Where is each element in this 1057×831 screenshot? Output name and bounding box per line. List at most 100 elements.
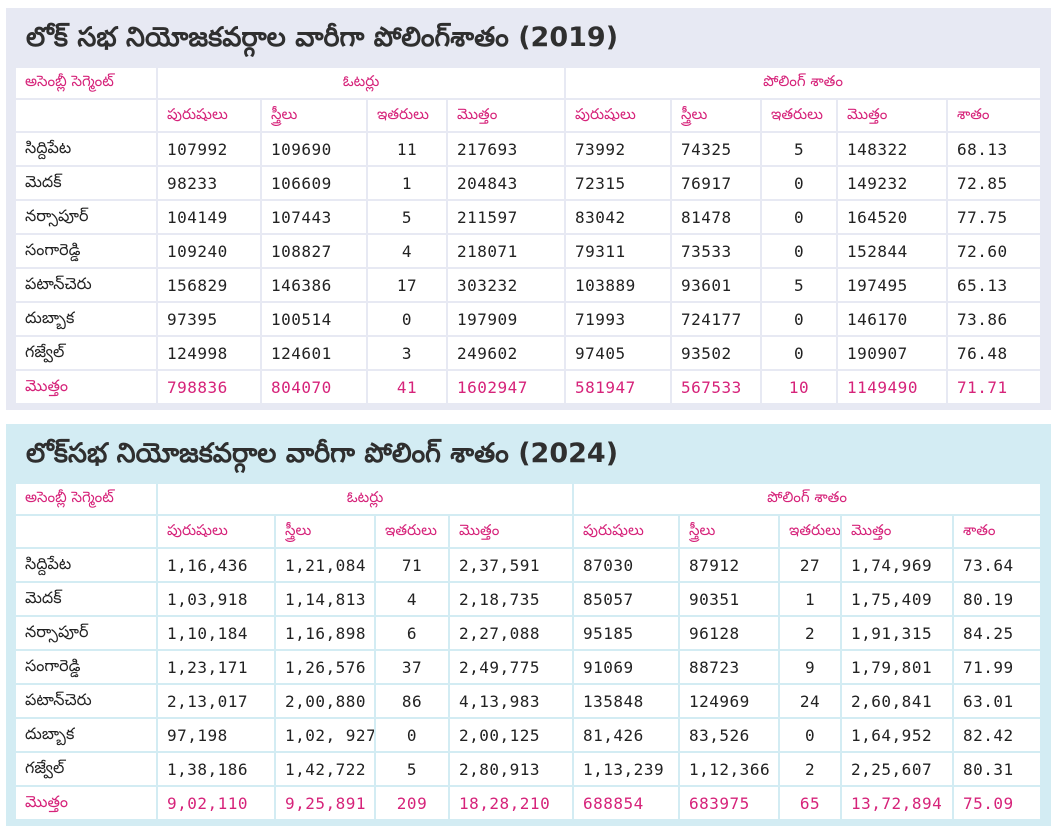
table-cell: 1,02, 927	[275, 718, 376, 753]
total-cell: 1149490	[837, 370, 949, 405]
table-cell: 24	[779, 684, 843, 719]
table-cell: 72.85	[947, 166, 1043, 201]
table-cell: 108827	[261, 234, 368, 269]
table-row: నర్సాపూర్ 1,10,184 1,16,898 6 2,27,088 95185 9…	[16, 616, 1043, 651]
table-cell: 81,426	[573, 718, 681, 753]
table-cell: 4	[375, 582, 450, 617]
table-cell: 0	[761, 200, 839, 235]
column-header: పురుషులు	[573, 515, 681, 549]
table-cell: 1,75,409	[841, 582, 955, 617]
table-cell: 97,198	[157, 718, 276, 753]
total-cell: 71.71	[947, 370, 1043, 405]
column-header: స్త్రీలు	[261, 99, 368, 133]
polling-header: పోలింగ్ శాతం	[573, 484, 1043, 516]
table-row: మెదక్ 98233 106609 1 204843 72315 76917 0 149232…	[16, 166, 1043, 201]
table-cell: 0	[761, 166, 839, 201]
column-header: పురుషులు	[565, 99, 673, 133]
table-cell: 217693	[447, 132, 567, 167]
segment-name-cell: మెదక్	[16, 166, 158, 201]
table-cell: 80.31	[953, 752, 1043, 787]
table-cell: 1,38,186	[157, 752, 276, 787]
total-label-cell: మొత్తం	[16, 370, 158, 405]
table-cell: 87912	[679, 548, 781, 583]
total-cell: 1602947	[447, 370, 567, 405]
polling-table-2019: అసెంబ్లీ సెగ్మెంట్ ఓటర్లు పోలింగ్ శాతం పురు…	[16, 68, 1043, 405]
table-row: పటాన్‌చెరు 2,13,017 2,00,880 86 4,13,983 1358…	[16, 684, 1043, 719]
sub-header-row: పురుషులు స్త్రీలు ఇతరులు మొత్తం పురుషులు స్త్…	[16, 99, 1043, 133]
table-cell: 5	[375, 752, 450, 787]
table-cell: 84.25	[953, 616, 1043, 651]
column-header: మొత్తం	[841, 515, 955, 549]
table-row: సంగారెడ్డి 1,23,171 1,26,576 37 2,49,775 9106…	[16, 650, 1043, 685]
table-cell: 93502	[671, 336, 763, 371]
table-cell: 0	[761, 234, 839, 269]
table-cell: 82.42	[953, 718, 1043, 753]
column-header: ఇతరులు	[779, 515, 843, 549]
total-cell: 683975	[679, 786, 781, 821]
table-cell: 218071	[447, 234, 567, 269]
voters-header: ఓటర్లు	[157, 484, 575, 516]
table-cell: 6	[375, 616, 450, 651]
sub-header-empty	[16, 515, 158, 549]
segment-header: అసెంబ్లీ సెగ్మెంట్	[16, 68, 158, 100]
table-cell: 107443	[261, 200, 368, 235]
table-title-2019: లోక్ సభ నియోజకవర్గాల వారీగా పోలింగ్‌శాతం…	[26, 22, 619, 53]
table-cell: 5	[367, 200, 448, 235]
table-cell: 2,49,775	[449, 650, 575, 685]
column-header: మొత్తం	[837, 99, 949, 133]
table-cell: 63.01	[953, 684, 1043, 719]
table-row: సిద్దిపేట 107992 109690 11 217693 73992 74325 5…	[16, 132, 1043, 167]
table-cell: 65.13	[947, 268, 1043, 303]
table-cell: 124998	[157, 336, 262, 371]
column-header: ఇతరులు	[375, 515, 450, 549]
table-cell: 190907	[837, 336, 949, 371]
table-cell: 146386	[261, 268, 368, 303]
table-cell: 2,60,841	[841, 684, 955, 719]
column-header: స్త్రీలు	[275, 515, 376, 549]
column-header: స్త్రీలు	[679, 515, 781, 549]
table-cell: 68.13	[947, 132, 1043, 167]
table-cell: 249602	[447, 336, 567, 371]
table-row: పటాన్‌చెరు 156829 146386 17 303232 103889 9360…	[16, 268, 1043, 303]
table-cell: 1,23,171	[157, 650, 276, 685]
table-cell: 97395	[157, 302, 262, 337]
segment-header: అసెంబ్లీ సెగ్మెంట్	[16, 484, 158, 516]
table-cell: 211597	[447, 200, 567, 235]
table-cell: 104149	[157, 200, 262, 235]
table-cell: 2,00,125	[449, 718, 575, 753]
table-cell: 197909	[447, 302, 567, 337]
table-cell: 148322	[837, 132, 949, 167]
table-cell: 2,13,017	[157, 684, 276, 719]
table-cell: 86	[375, 684, 450, 719]
column-header: పురుషులు	[157, 99, 262, 133]
table-cell: 2,80,913	[449, 752, 575, 787]
table-row: మెదక్ 1,03,918 1,14,813 4 2,18,735 85057 90351…	[16, 582, 1043, 617]
table-cell: 2,25,607	[841, 752, 955, 787]
table-cell: 4	[367, 234, 448, 269]
table-cell: 2,18,735	[449, 582, 575, 617]
total-row: మొత్తం 9,02,110 9,25,891 209 18,28,210 688854…	[16, 786, 1043, 821]
table-cell: 124969	[679, 684, 781, 719]
segment-name-cell: నర్సాపూర్	[16, 616, 158, 651]
table-cell: 85057	[573, 582, 681, 617]
segment-name-cell: పటాన్‌చెరు	[16, 268, 158, 303]
table-cell: 98233	[157, 166, 262, 201]
sub-header-row: పురుషులు స్త్రీలు ఇతరులు మొత్తం పురుషులు స్త్…	[16, 515, 1043, 549]
total-label-cell: మొత్తం	[16, 786, 158, 821]
table-cell: 72315	[565, 166, 673, 201]
table-cell: 152844	[837, 234, 949, 269]
total-cell: 9,02,110	[157, 786, 276, 821]
table-cell: 135848	[573, 684, 681, 719]
table-cell: 77.75	[947, 200, 1043, 235]
table-cell: 124601	[261, 336, 368, 371]
table-cell: 3	[367, 336, 448, 371]
table-cell: 2,27,088	[449, 616, 575, 651]
table-title-2024: లోక్‌సభ నియోజకవర్గాల వారీగా పోలింగ్ శాతం…	[26, 438, 619, 469]
column-header: ఇతరులు	[367, 99, 448, 133]
table-cell: 11	[367, 132, 448, 167]
table-row: దుబ్బాక 97395 100514 0 197909 71993 724177 0 146…	[16, 302, 1043, 337]
table-cell: 2	[779, 616, 843, 651]
table-cell: 93601	[671, 268, 763, 303]
table-cell: 1,26,576	[275, 650, 376, 685]
table-cell: 303232	[447, 268, 567, 303]
